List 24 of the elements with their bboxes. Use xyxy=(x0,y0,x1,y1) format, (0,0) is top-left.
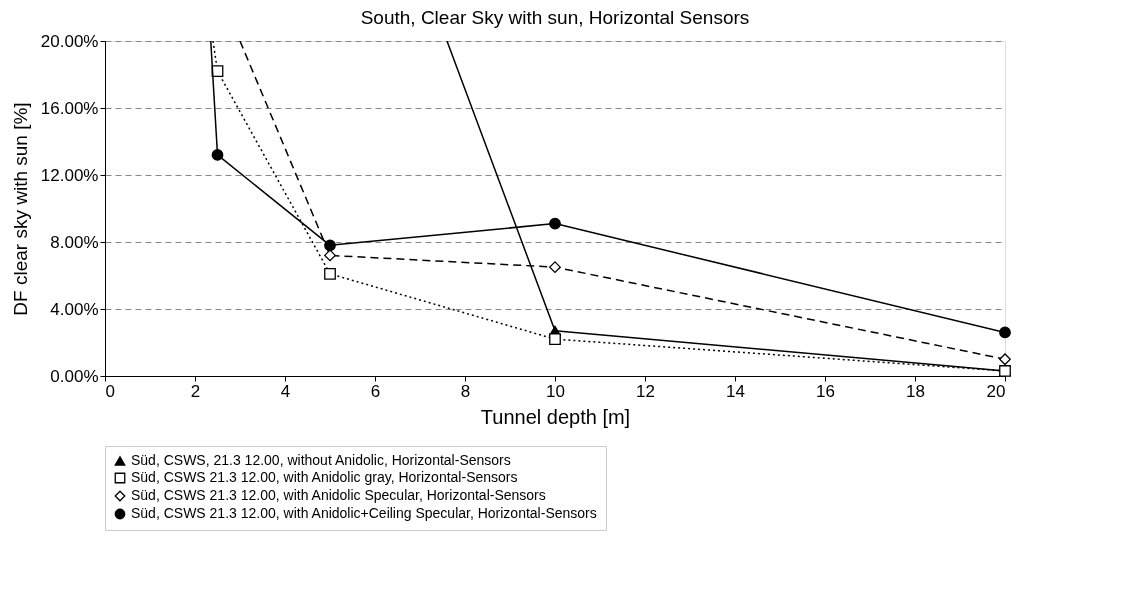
x-tick-label: 10 xyxy=(546,381,565,401)
x-tick-label: 6 xyxy=(370,381,381,401)
x-tick-label: 14 xyxy=(726,381,745,401)
y-tick-label: 12.00% xyxy=(40,165,99,185)
legend-label: Süd, CSWS 21.3 12.00, with Anidolic gray, Horizontal-Sensors xyxy=(131,469,518,485)
y-tick-label: 20.00% xyxy=(40,31,99,51)
x-tick-label: 18 xyxy=(906,381,925,401)
y-tick-label: 8.00% xyxy=(50,232,99,252)
y-tick-label: 4.00% xyxy=(50,299,99,319)
y-tick-label: 16.00% xyxy=(40,98,99,118)
legend-label: Süd, CSWS 21.3 12.00, with Anidolic Specular, Horizontal-Sensors xyxy=(131,487,546,503)
x-tick-label: 2 xyxy=(190,381,201,401)
legend-label: Süd, CSWS, 21.3 12.00, without Anidolic, Horizontal-Sensors xyxy=(131,452,511,468)
y-tick-label: 0.00% xyxy=(50,366,99,386)
x-tick-label: 4 xyxy=(280,381,291,401)
y-axis-title: DF clear sky with sun [%] xyxy=(9,102,31,316)
x-tick-label: 8 xyxy=(460,381,471,401)
chart-title: South, Clear Sky with sun, Horizontal Sensors xyxy=(360,7,750,28)
x-tick-label: 0 xyxy=(105,381,115,401)
x-tick-label: 20 xyxy=(986,381,1006,401)
x-tick-label: 12 xyxy=(636,381,655,401)
x-axis-title: Tunnel depth [m] xyxy=(480,405,631,428)
legend-label: Süd, CSWS 21.3 12.00, with Anidolic+Ceiling Specular, Horizontal-Sensors xyxy=(131,505,597,521)
x-tick-label: 16 xyxy=(816,381,835,401)
